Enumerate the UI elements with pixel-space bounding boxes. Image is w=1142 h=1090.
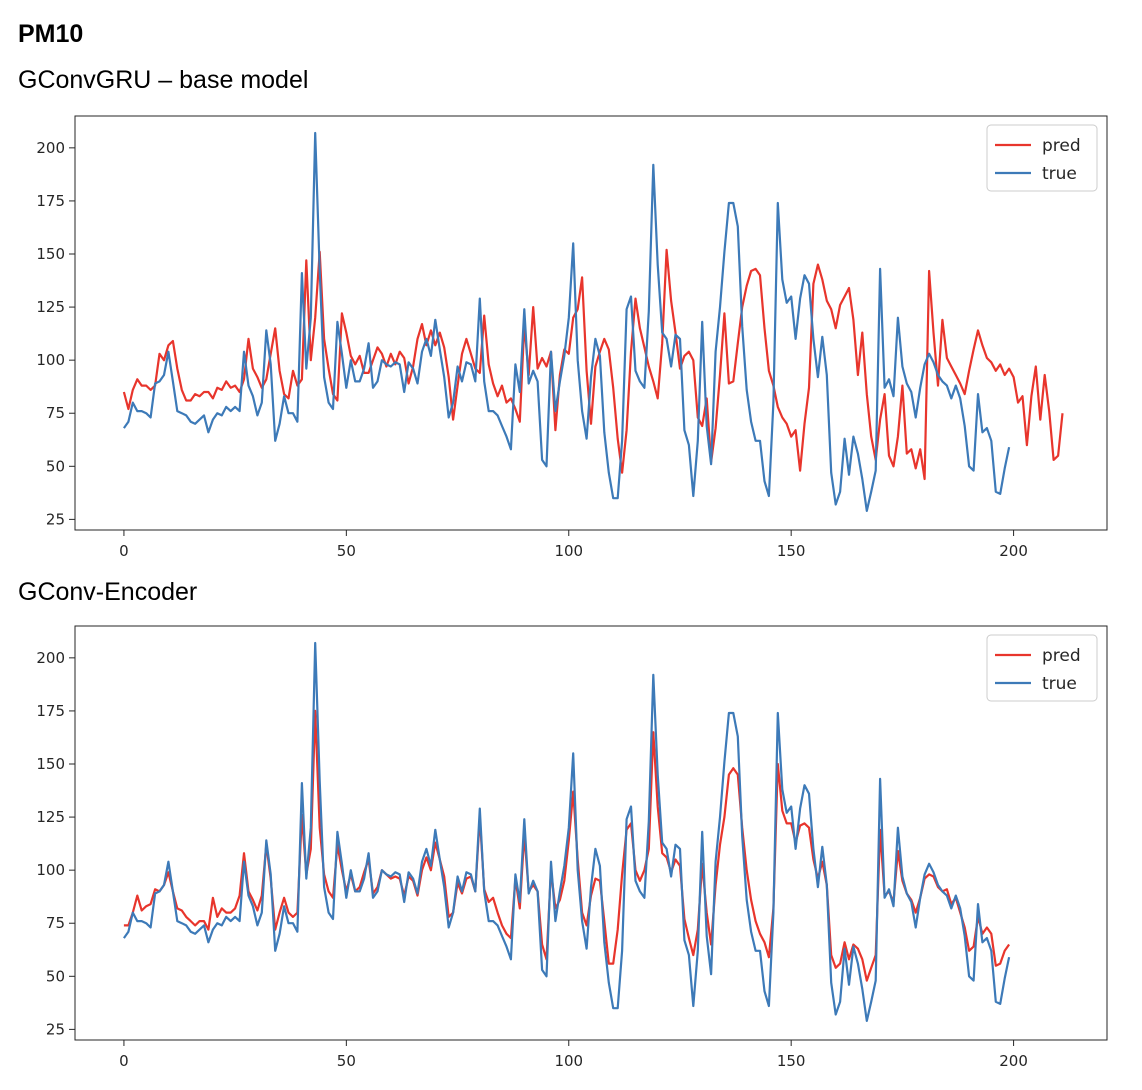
y-tick-label: 100 — [36, 861, 65, 879]
y-tick-label: 50 — [46, 967, 65, 985]
y-tick-label: 50 — [46, 457, 65, 475]
x-tick-label: 150 — [777, 542, 806, 560]
series-line-true — [123, 131, 1011, 512]
series-line-true — [123, 641, 1011, 1022]
y-tick-label: 25 — [46, 1020, 65, 1038]
y-tick-label: 125 — [36, 808, 65, 826]
y-tick-label: 25 — [46, 510, 65, 528]
y-tick-label: 75 — [46, 404, 65, 422]
x-tick-label: 100 — [554, 542, 583, 560]
y-tick-label: 125 — [36, 298, 65, 316]
chart-2-title: GConv-Encoder — [18, 578, 198, 606]
x-tick-label: 50 — [337, 542, 356, 560]
legend-label-true: true — [1042, 674, 1077, 694]
x-tick-label: 200 — [999, 542, 1028, 560]
legend-box — [986, 634, 1098, 702]
series-line-pred — [122, 248, 1064, 481]
y-tick-label: 150 — [36, 245, 65, 263]
plot-frame — [74, 625, 1108, 1041]
y-tick-label: 175 — [36, 702, 65, 720]
legend-label-pred: pred — [1042, 646, 1081, 666]
plot-frame — [74, 115, 1108, 531]
y-tick-label: 200 — [36, 139, 65, 157]
x-tick-label: 0 — [119, 1052, 129, 1070]
chart-1: 25 50 75 100 125 150 175 200 0 50 100 150 200 pred tru… — [36, 115, 1108, 560]
x-tick-label: 200 — [999, 1052, 1028, 1070]
legend-label-pred: pred — [1042, 136, 1081, 156]
y-tick-label: 100 — [36, 351, 65, 369]
chart-1-title: GConvGRU – base model — [18, 66, 309, 94]
y-tick-label: 200 — [36, 649, 65, 667]
y-tick-label: 75 — [46, 914, 65, 932]
x-tick-label: 0 — [119, 542, 129, 560]
legend: pred true — [986, 634, 1098, 702]
legend-box — [986, 124, 1098, 192]
y-tick-label: 175 — [36, 192, 65, 210]
legend: pred true — [986, 124, 1098, 192]
x-tick-label: 50 — [337, 1052, 356, 1070]
x-tick-label: 150 — [777, 1052, 806, 1070]
x-tick-label: 100 — [554, 1052, 583, 1070]
y-tick-label: 150 — [36, 755, 65, 773]
legend-label-true: true — [1042, 164, 1077, 184]
chart-2: 25 50 75 100 125 150 175 200 0 50 100 150 200 pred tru… — [36, 625, 1108, 1070]
page-heading: PM10 — [18, 20, 84, 48]
